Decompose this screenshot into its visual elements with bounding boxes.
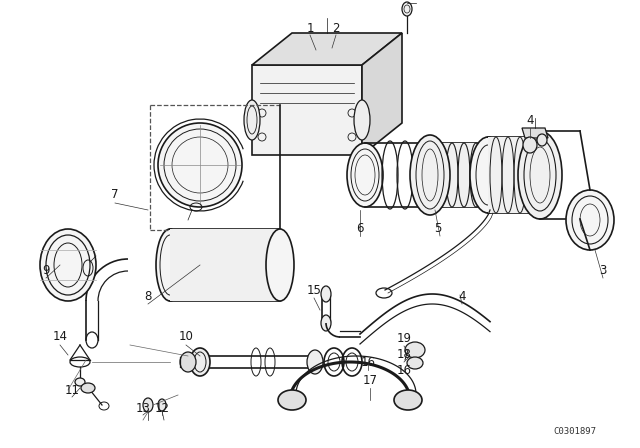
Ellipse shape [143,398,153,412]
Text: 5: 5 [435,221,442,234]
Polygon shape [420,143,480,207]
Text: 14: 14 [52,331,67,344]
Ellipse shape [321,315,331,331]
Ellipse shape [40,229,96,301]
Ellipse shape [566,190,614,250]
Ellipse shape [81,383,95,393]
Ellipse shape [402,2,412,16]
Ellipse shape [523,137,537,153]
Ellipse shape [518,131,562,219]
Text: 10: 10 [179,331,193,344]
Text: 9: 9 [42,263,50,276]
Polygon shape [362,33,402,155]
Ellipse shape [158,123,242,207]
Ellipse shape [321,286,331,302]
Ellipse shape [278,390,306,410]
Ellipse shape [75,378,85,386]
Text: 12: 12 [154,401,170,414]
Ellipse shape [347,143,383,207]
Ellipse shape [405,342,425,358]
Text: 19: 19 [397,332,412,345]
Polygon shape [170,229,280,301]
Polygon shape [252,65,362,155]
Ellipse shape [266,229,294,301]
Ellipse shape [156,229,184,301]
Text: 3: 3 [599,263,607,276]
Text: 4: 4 [458,289,466,302]
Polygon shape [522,128,548,138]
Ellipse shape [410,135,450,215]
Text: 13: 13 [136,401,150,414]
Ellipse shape [470,137,506,213]
Ellipse shape [537,134,547,146]
Text: 7: 7 [111,189,119,202]
Text: 2: 2 [332,22,340,34]
Ellipse shape [190,348,210,376]
Polygon shape [488,137,540,213]
Text: 15: 15 [307,284,321,297]
Text: 8: 8 [144,289,152,302]
Ellipse shape [407,357,423,369]
Text: 18: 18 [397,348,412,361]
Text: 1: 1 [307,22,314,34]
Text: 17: 17 [362,374,378,387]
Text: 16: 16 [397,363,412,376]
Text: 11: 11 [65,383,79,396]
Ellipse shape [394,390,422,410]
Text: 6: 6 [356,221,364,234]
Ellipse shape [180,352,196,372]
Ellipse shape [158,399,166,411]
Ellipse shape [307,350,323,374]
Polygon shape [252,33,402,65]
Text: C0301897: C0301897 [554,427,596,436]
Ellipse shape [244,100,260,140]
Text: 16: 16 [360,356,376,369]
Ellipse shape [354,100,370,140]
Text: 4: 4 [526,113,534,126]
